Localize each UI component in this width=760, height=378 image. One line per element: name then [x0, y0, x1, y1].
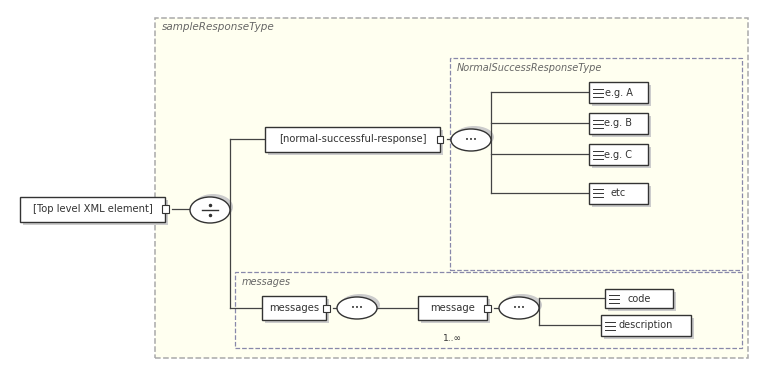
Text: code: code: [627, 293, 651, 304]
FancyBboxPatch shape: [604, 318, 694, 339]
FancyBboxPatch shape: [601, 315, 691, 336]
Text: [normal-successful-response]: [normal-successful-response]: [279, 135, 426, 144]
Ellipse shape: [193, 194, 233, 220]
Text: e.g. C: e.g. C: [604, 150, 632, 160]
Text: message: message: [430, 303, 475, 313]
Ellipse shape: [337, 297, 377, 319]
FancyBboxPatch shape: [589, 144, 648, 165]
FancyBboxPatch shape: [20, 197, 165, 222]
FancyBboxPatch shape: [592, 147, 651, 168]
Text: •••: •••: [351, 305, 363, 311]
FancyBboxPatch shape: [450, 58, 742, 270]
Ellipse shape: [340, 294, 380, 316]
FancyBboxPatch shape: [155, 18, 748, 358]
Text: description: description: [619, 321, 673, 330]
FancyBboxPatch shape: [23, 200, 168, 225]
Ellipse shape: [502, 294, 542, 316]
FancyBboxPatch shape: [262, 296, 326, 320]
FancyBboxPatch shape: [589, 183, 648, 204]
FancyBboxPatch shape: [322, 305, 330, 311]
FancyBboxPatch shape: [608, 292, 676, 311]
FancyBboxPatch shape: [268, 130, 443, 155]
FancyBboxPatch shape: [265, 127, 440, 152]
Text: •••: •••: [465, 137, 477, 143]
FancyBboxPatch shape: [436, 135, 444, 143]
FancyBboxPatch shape: [161, 206, 169, 212]
Text: [Top level XML element]: [Top level XML element]: [33, 204, 152, 214]
FancyBboxPatch shape: [265, 299, 329, 323]
FancyBboxPatch shape: [589, 113, 648, 134]
FancyBboxPatch shape: [592, 116, 651, 137]
Text: •••: •••: [513, 305, 525, 311]
FancyBboxPatch shape: [483, 305, 490, 311]
Ellipse shape: [454, 126, 494, 148]
Text: messages: messages: [242, 277, 291, 287]
FancyBboxPatch shape: [418, 296, 487, 320]
Text: e.g. A: e.g. A: [604, 87, 632, 98]
FancyBboxPatch shape: [605, 289, 673, 308]
FancyBboxPatch shape: [235, 272, 742, 348]
Ellipse shape: [190, 197, 230, 223]
Ellipse shape: [499, 297, 539, 319]
Text: NormalSuccessResponseType: NormalSuccessResponseType: [457, 63, 603, 73]
FancyBboxPatch shape: [592, 85, 651, 106]
Text: 1..∞: 1..∞: [442, 334, 461, 343]
Text: etc: etc: [611, 189, 626, 198]
FancyBboxPatch shape: [589, 82, 648, 103]
Text: e.g. B: e.g. B: [604, 118, 632, 129]
Text: messages: messages: [269, 303, 319, 313]
FancyBboxPatch shape: [421, 299, 490, 323]
Ellipse shape: [451, 129, 491, 151]
FancyBboxPatch shape: [592, 186, 651, 207]
Text: sampleResponseType: sampleResponseType: [162, 22, 275, 32]
